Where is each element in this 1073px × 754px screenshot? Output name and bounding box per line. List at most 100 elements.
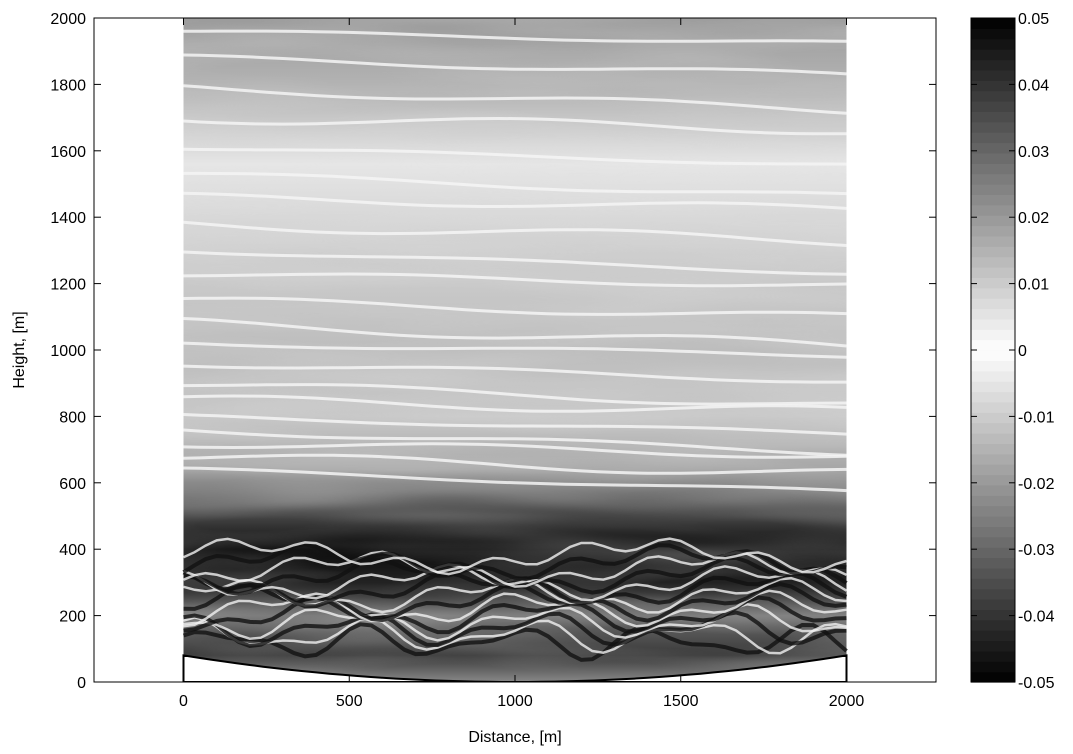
turbulence-streak (183, 563, 848, 602)
colorbar-swatch (971, 339, 1015, 351)
colorbar-swatch (971, 90, 1015, 102)
colorbar-swatch (971, 184, 1015, 195)
colorbar-swatch (971, 536, 1015, 548)
field-contour (183, 250, 847, 276)
colorbar-swatch (971, 246, 1015, 258)
field-contour (183, 272, 847, 288)
colorbar-swatch (971, 422, 1015, 434)
y-axis-label: Height, [m] (11, 311, 28, 388)
colorbar-swatch (971, 142, 1015, 154)
colorbar-swatch (971, 495, 1015, 507)
colorbar-swatch (971, 215, 1015, 227)
field-contour (183, 296, 847, 316)
colorbar-swatch (971, 173, 1015, 185)
field-contour (183, 442, 847, 459)
colorbar-swatch (971, 433, 1015, 444)
heatmap-field (182, 18, 848, 682)
field-contour (183, 191, 847, 210)
colorbar-swatch (971, 619, 1015, 631)
y-tick-label: 400 (59, 542, 86, 559)
x-tick-label: 1000 (497, 693, 533, 710)
colorbar-tick-label: 0.01 (1018, 277, 1049, 294)
y-tick-label: 2000 (50, 11, 86, 28)
colorbar-swatch (971, 661, 1015, 673)
colorbar-swatch (971, 235, 1015, 247)
colorbar-swatch (971, 360, 1015, 372)
colorbar-swatch (971, 318, 1015, 330)
colorbar-tick-label: -0.03 (1018, 542, 1055, 559)
colorbar-tick-label: -0.02 (1018, 476, 1055, 493)
field-contour (183, 29, 847, 43)
colorbar-swatch (971, 204, 1015, 216)
colorbar-swatch (971, 464, 1015, 476)
x-tick-label: 2000 (829, 693, 865, 710)
field-contour (183, 147, 847, 166)
field-contour (183, 171, 847, 196)
colorbar-swatch (971, 18, 1015, 29)
colorbar-swatch (971, 547, 1015, 559)
colorbar-swatch (971, 505, 1015, 517)
colorbar-swatch (971, 121, 1015, 133)
colorbar-swatch (971, 80, 1015, 92)
field-texture (183, 18, 847, 682)
colorbar-tick-label: 0 (1018, 343, 1027, 360)
colorbar-swatch (971, 287, 1015, 299)
field-contour (183, 84, 847, 115)
colorbar-swatch (971, 474, 1015, 486)
colorbar-swatch (971, 588, 1015, 600)
colorbar-swatch (971, 59, 1015, 71)
colorbar-swatch (971, 412, 1015, 424)
colorbar (971, 18, 1015, 683)
y-tick-label: 200 (59, 609, 86, 626)
colorbar-swatch (971, 256, 1015, 268)
colorbar-swatch (971, 640, 1015, 652)
colorbar-tick-label: 0.05 (1018, 11, 1049, 28)
field-contour (183, 394, 847, 413)
turbulence-streak (182, 537, 847, 576)
colorbar-swatch (971, 28, 1015, 40)
colorbar-swatch (971, 650, 1015, 662)
field-contour (183, 453, 847, 475)
field-contour (183, 53, 847, 76)
colorbar-swatch (971, 194, 1015, 206)
colorbar-tick-label: -0.04 (1018, 609, 1055, 626)
colorbar-swatch (971, 49, 1015, 61)
terrain-mask (182, 654, 848, 682)
colorbar-swatch (971, 267, 1015, 278)
y-tick-label: 1200 (50, 277, 86, 294)
y-tick-label: 1600 (50, 144, 86, 161)
colorbar-tick-label: 0.03 (1018, 144, 1049, 161)
colorbar-swatch (971, 630, 1015, 642)
colorbar-ticks: 0.05 0.04 0.03 0.02 0.01 0 -0.01 -0.02 -0.03 -0.0… (971, 11, 1055, 692)
colorbar-swatch (971, 350, 1015, 361)
colorbar-tick-label: 0.02 (1018, 210, 1049, 227)
colorbar-swatch (971, 443, 1015, 455)
colorbar-swatch (971, 69, 1015, 81)
y-axis-ticks: 0 200 400 600 800 1000 1200 1400 1600 1800 2000 (50, 11, 936, 692)
colorbar-swatch (971, 609, 1015, 621)
x-tick-label: 500 (336, 693, 363, 710)
colorbar-tick-label: -0.01 (1018, 409, 1055, 426)
colorbar-swatch (971, 111, 1015, 123)
field-contour (183, 383, 847, 406)
y-tick-label: 1800 (50, 77, 86, 94)
colorbar-swatch (971, 484, 1015, 496)
x-axis-ticks: 0 500 1000 1500 2000 (179, 18, 864, 710)
colorbar-swatch (971, 329, 1015, 341)
colorbar-tick-label: 0.04 (1018, 77, 1049, 94)
turbulence-streak (183, 610, 847, 649)
y-tick-label: 1400 (50, 210, 86, 227)
colorbar-swatch (971, 516, 1015, 527)
colorbar-swatch (971, 526, 1015, 538)
field-contour (183, 428, 847, 457)
turbulence-streak (182, 622, 848, 662)
field-contour (183, 413, 847, 436)
colorbar-swatch (971, 599, 1015, 610)
x-axis-label: Distance, [m] (468, 729, 561, 746)
colorbar-swatch (971, 578, 1015, 590)
y-tick-label: 0 (77, 675, 86, 692)
colorbar-swatch (971, 308, 1015, 320)
colorbar-swatch (971, 567, 1015, 579)
colorbar-swatch (971, 225, 1015, 237)
